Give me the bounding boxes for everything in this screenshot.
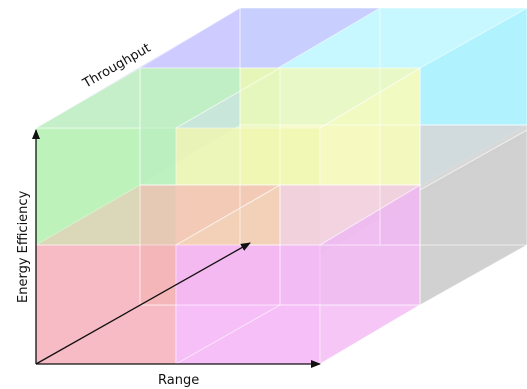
z-axis-arrow bbox=[35, 242, 251, 365]
cube-grid-lines bbox=[139, 8, 527, 365]
x-axis-label: Range bbox=[158, 373, 199, 388]
y-axis-label: Energy Efficiency bbox=[16, 190, 31, 303]
axes bbox=[32, 129, 321, 368]
